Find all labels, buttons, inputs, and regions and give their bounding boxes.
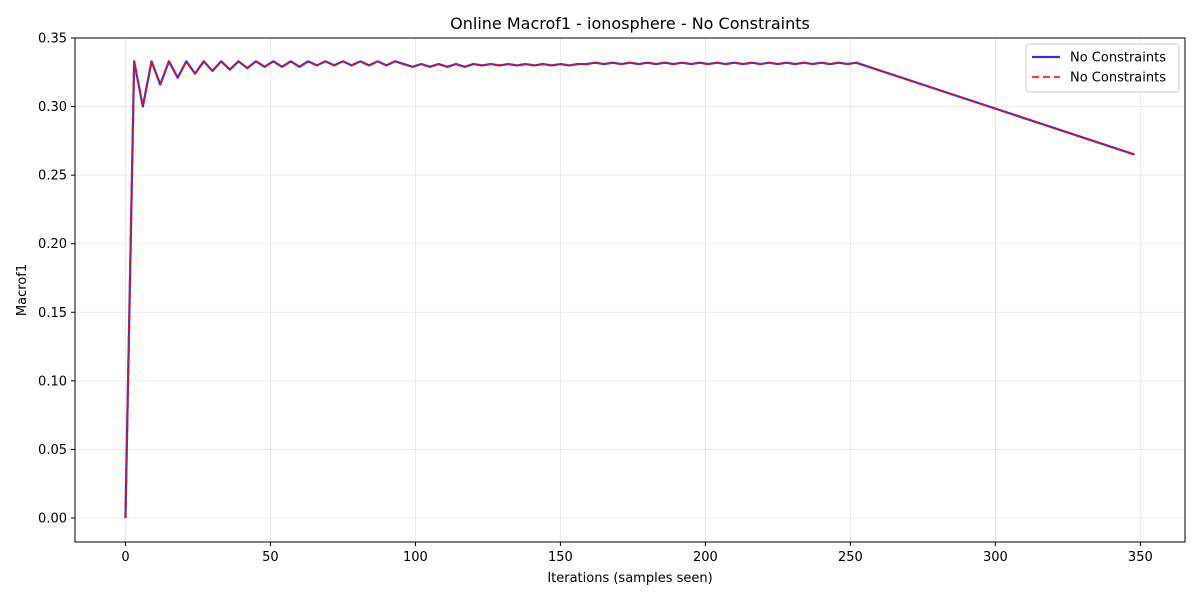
series-lines: [124, 60, 1135, 519]
chart-title: Online Macrof1 - ionosphere - No Constra…: [450, 14, 810, 33]
grid-lines: [75, 37, 1185, 542]
legend: No Constraints No Constraints: [1025, 43, 1180, 93]
x-tick-label: 50: [262, 550, 279, 565]
x-axis-label: Iterations (samples seen): [547, 571, 712, 586]
x-tick-label: 200: [693, 550, 718, 565]
y-axis-label: Macrof1: [15, 264, 30, 316]
x-tick-label: 300: [983, 550, 1008, 565]
y-tick-label: 0.00: [38, 512, 67, 527]
legend-label-1: No Constraints: [1070, 71, 1166, 86]
y-tick-label: 0.30: [38, 100, 67, 115]
series-line-red-dashed: [124, 60, 1135, 519]
x-tick-label: 100: [403, 550, 428, 565]
x-tick-label: 0: [121, 550, 129, 565]
legend-box: [1025, 43, 1180, 93]
y-tick-label: 0.10: [38, 374, 67, 389]
legend-label-0: No Constraints: [1070, 51, 1166, 66]
axis-ticks: 0 50 100 150 200 250 300 350 0.00 0.05 0.10 0.15 0.2…: [38, 32, 1153, 566]
y-tick-label: 0.20: [38, 237, 67, 252]
x-tick-label: 150: [548, 550, 573, 565]
x-tick-label: 350: [1128, 550, 1153, 565]
y-tick-label: 0.15: [38, 306, 67, 321]
plot-frame: [74, 37, 1186, 543]
y-tick-label: 0.25: [38, 169, 67, 184]
x-tick-label: 250: [838, 550, 863, 565]
y-tick-label: 0.35: [38, 32, 67, 47]
y-tick-label: 0.05: [38, 443, 67, 458]
